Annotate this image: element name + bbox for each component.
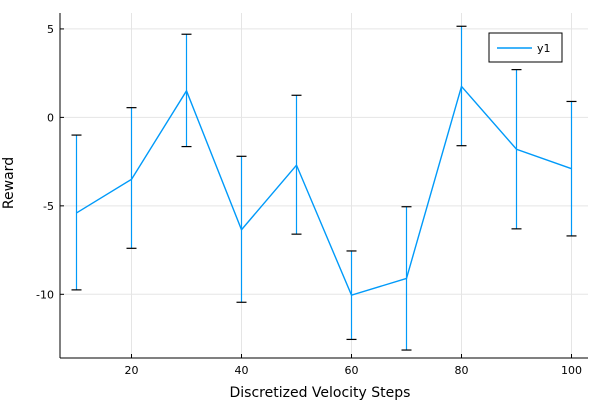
x-tick-label: 80 <box>455 364 469 377</box>
legend-label: y1 <box>537 42 551 55</box>
y-axis-label: Reward <box>1 157 17 209</box>
grid-lines <box>60 13 588 358</box>
legend: y1 <box>488 32 563 63</box>
tick-labels: 20 40 60 80 100 5 0 -5 -10 <box>36 23 582 377</box>
axes <box>59 13 588 359</box>
y-tick-label: 0 <box>47 111 54 124</box>
x-axis-label: Discretized Velocity Steps <box>230 385 411 400</box>
y-tick-label: -10 <box>36 288 54 301</box>
series-line <box>76 84 572 297</box>
x-tick-label: 60 <box>345 364 359 377</box>
x-tick-label: 100 <box>561 364 582 377</box>
y-tick-label: -5 <box>43 200 54 213</box>
y-tick-label: 5 <box>47 23 54 36</box>
x-tick-label: 40 <box>235 364 249 377</box>
x-tick-label: 20 <box>125 364 139 377</box>
data-series <box>71 25 577 351</box>
